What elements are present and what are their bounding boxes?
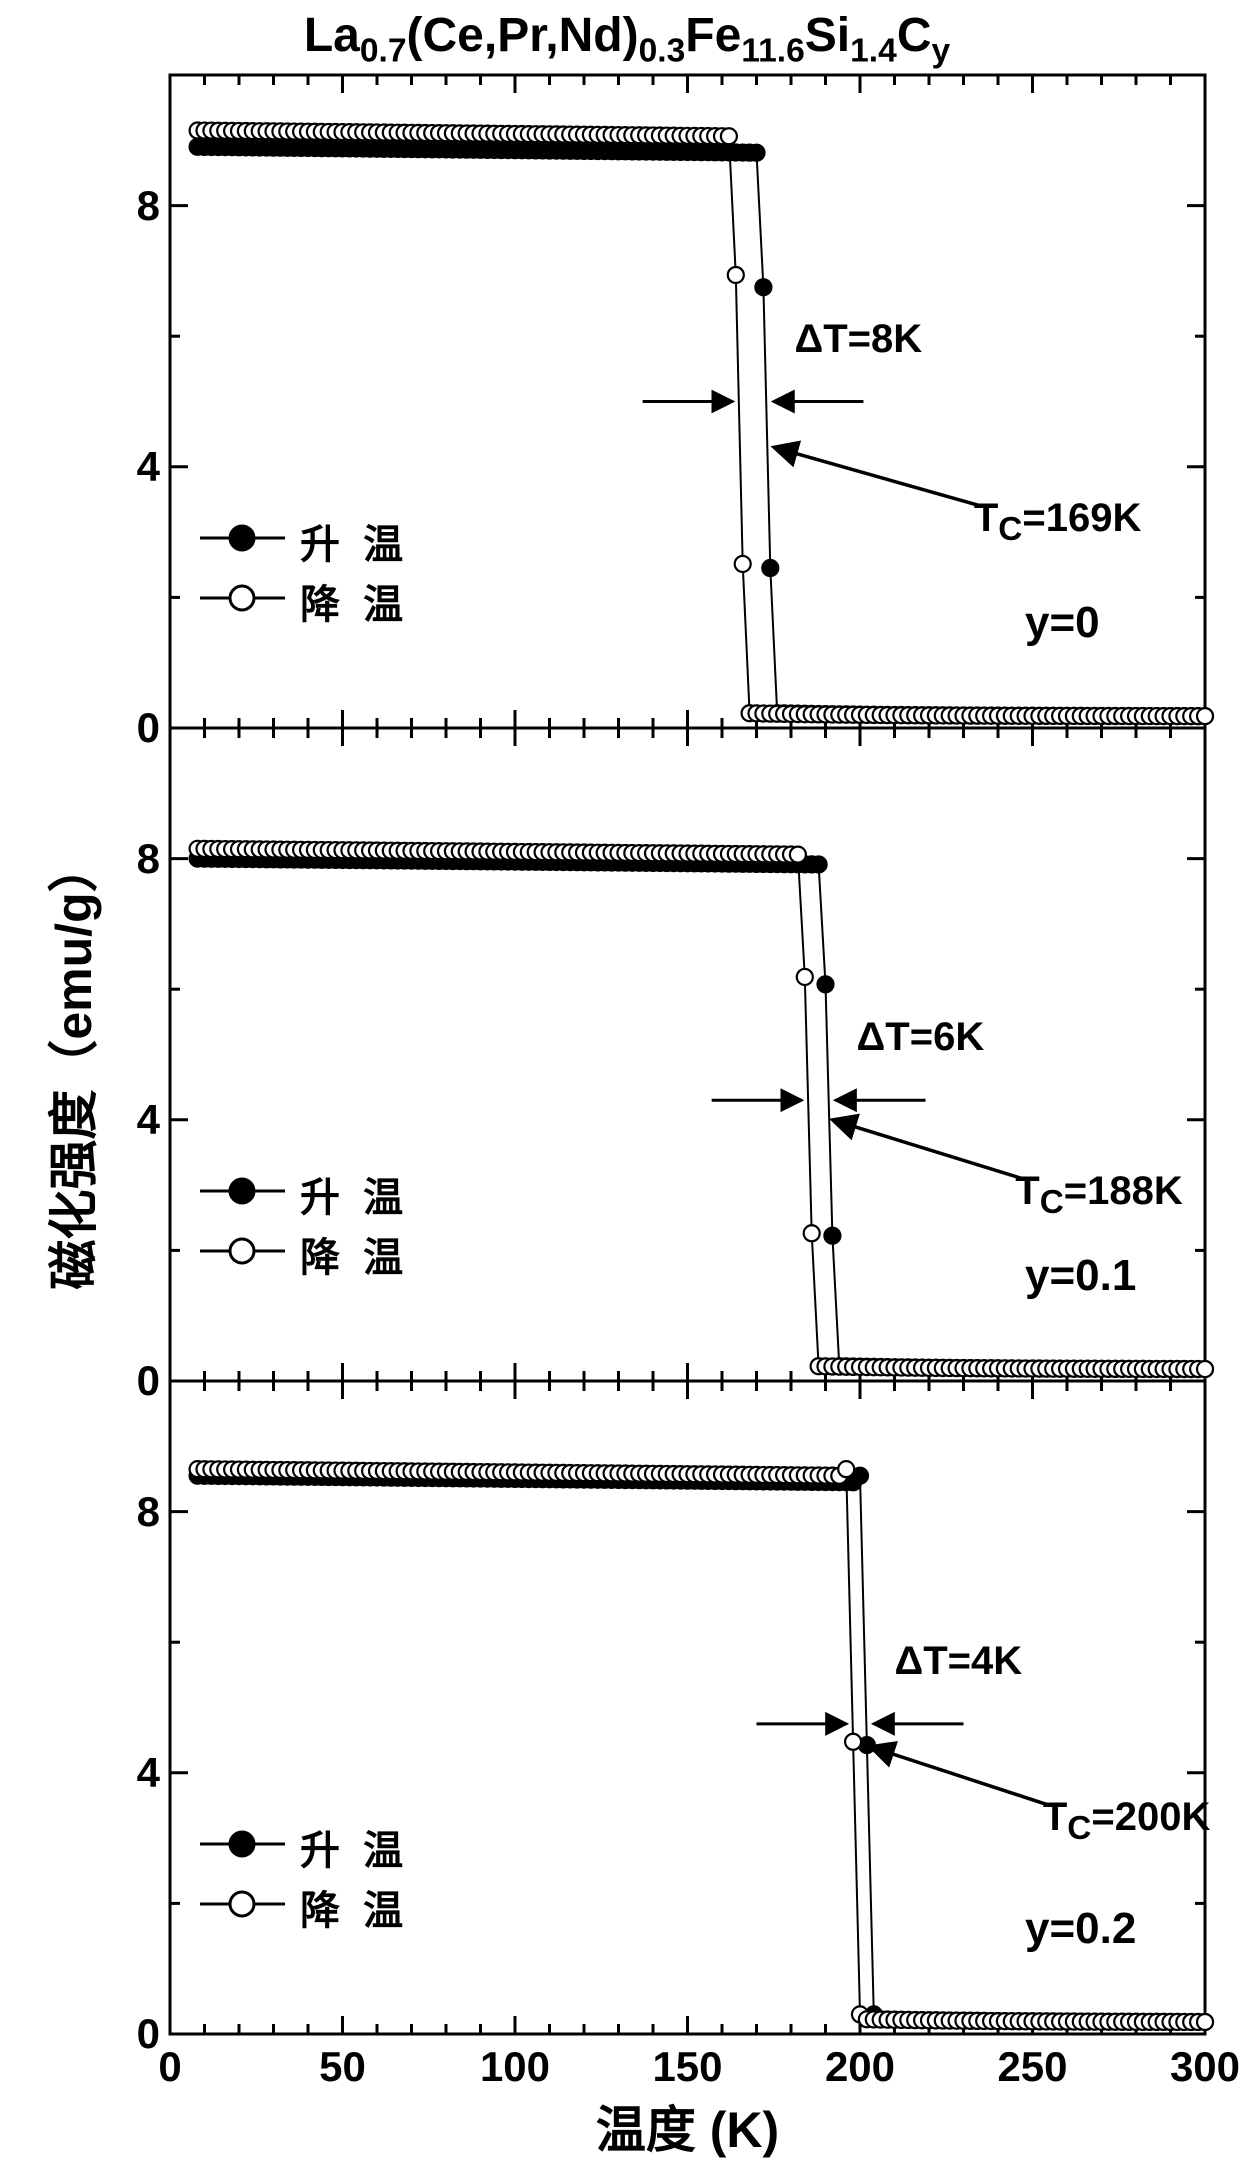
legend-label: 降 温 (300, 1225, 409, 1283)
tc-label: TC=188K (1015, 1169, 1183, 1222)
legend-label: 升 温 (300, 1165, 409, 1223)
x-tick-label: 50 (298, 2043, 388, 2091)
delta-t-label: ΔT=4K (895, 1639, 1023, 1684)
y-tick-label: 4 (110, 443, 160, 491)
y-tick-label: 0 (110, 1357, 160, 1405)
x-tick-label: 200 (815, 2043, 905, 2091)
x-tick-label: 300 (1160, 2043, 1250, 2091)
panel-param-label: y=0 (1025, 598, 1100, 648)
legend-label: 降 温 (300, 572, 409, 630)
y-tick-label: 0 (110, 704, 160, 752)
figure-root: La0.7(Ce,Pr,Nd)0.3Fe11.6Si1.4Cy 磁化强度（emu… (0, 0, 1254, 2150)
legend-label: 降 温 (300, 1878, 409, 1936)
tc-label: TC=169K (974, 496, 1142, 549)
y-tick-label: 8 (110, 835, 160, 883)
tc-label: TC=200K (1043, 1795, 1211, 1848)
panel-param-label: y=0.2 (1025, 1904, 1136, 1954)
y-tick-label: 8 (110, 1488, 160, 1536)
x-tick-label: 250 (988, 2043, 1078, 2091)
panel-param-label: y=0.1 (1025, 1251, 1136, 1301)
x-tick-label: 0 (125, 2043, 215, 2091)
y-tick-label: 4 (110, 1096, 160, 1144)
y-tick-label: 8 (110, 182, 160, 230)
x-tick-label: 100 (470, 2043, 560, 2091)
x-tick-label: 150 (643, 2043, 733, 2091)
legend-label: 升 温 (300, 512, 409, 570)
delta-t-label: ΔT=8K (794, 317, 922, 362)
delta-t-label: ΔT=6K (857, 1015, 985, 1060)
legend-label: 升 温 (300, 1818, 409, 1876)
y-tick-label: 4 (110, 1749, 160, 1797)
